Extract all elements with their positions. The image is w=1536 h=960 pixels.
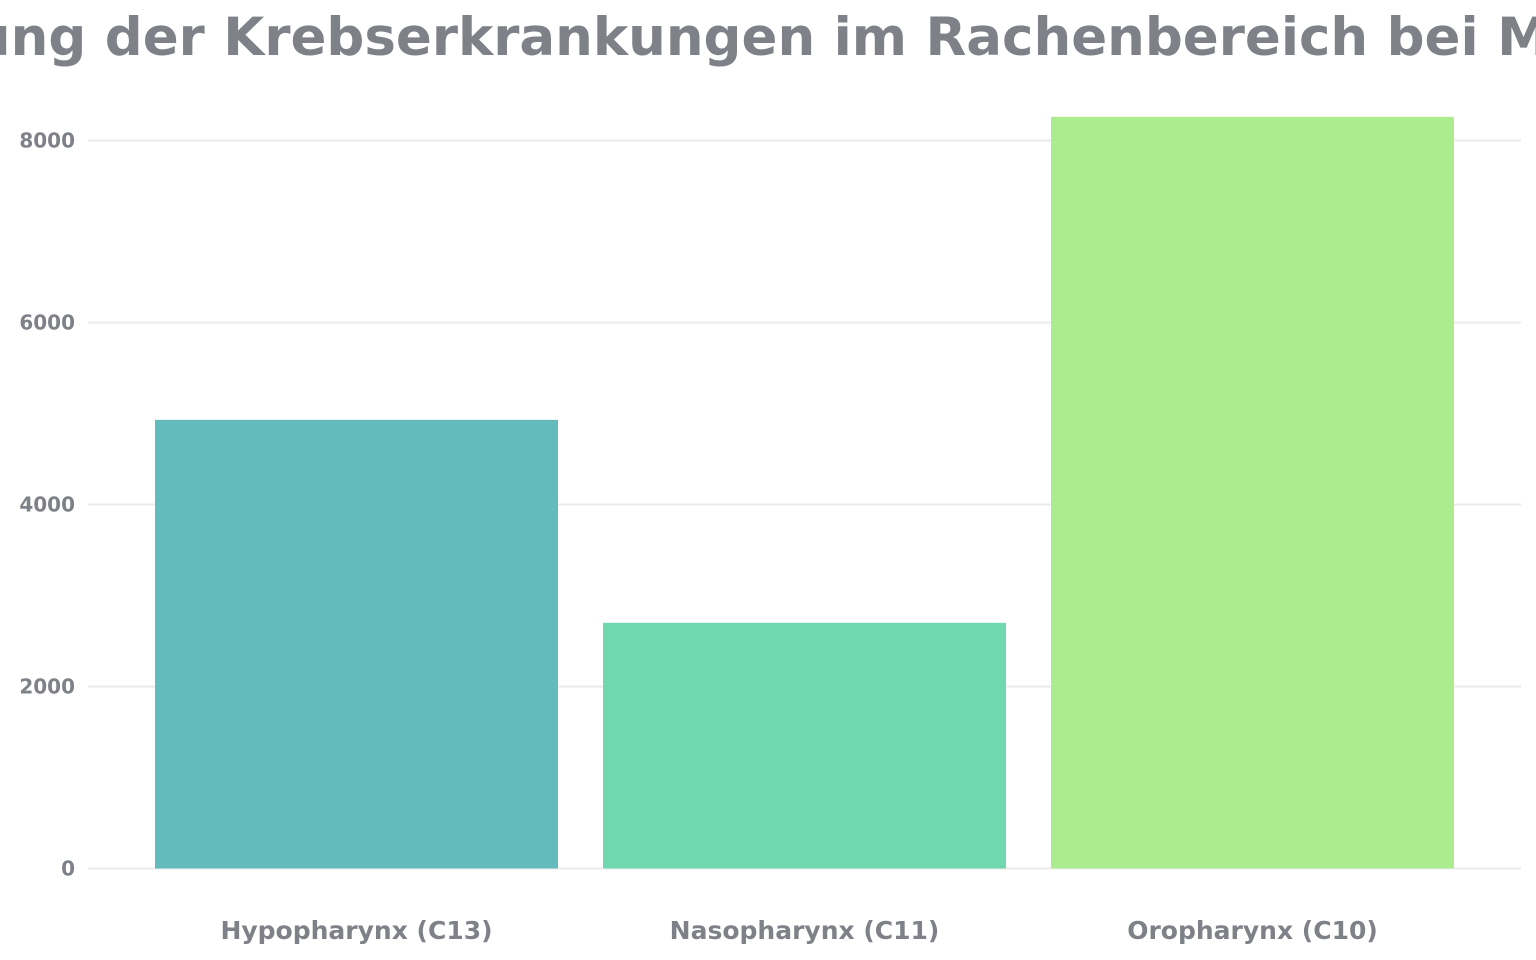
y-tick-label: 6000 (19, 311, 75, 335)
y-tick-label: 0 (61, 857, 75, 881)
y-tick-label: 2000 (19, 675, 75, 699)
y-tick-label: 4000 (19, 493, 75, 517)
x-category-label: Oropharynx (C10) (1127, 916, 1378, 945)
y-axis-ticks: 0 2000 4000 6000 8000 (19, 129, 75, 881)
bar-2 (603, 622, 1006, 869)
bars (155, 116, 1454, 869)
y-tick-label: 8000 (19, 129, 75, 153)
chart-title-text: Verteilung der Krebserkrankungen im Rach… (0, 7, 1536, 68)
x-category-label: Hypopharynx (C13) (220, 916, 492, 945)
bar-3 (1051, 116, 1454, 869)
x-axis-labels: Hypopharynx (C13) Nasopharynx (C11) Oropha… (220, 916, 1377, 945)
x-category-label: Nasopharynx (C11) (670, 916, 940, 945)
bar-1 (155, 419, 558, 869)
chart-title: Verteilung der Krebserkrankungen im Rach… (0, 6, 1536, 70)
